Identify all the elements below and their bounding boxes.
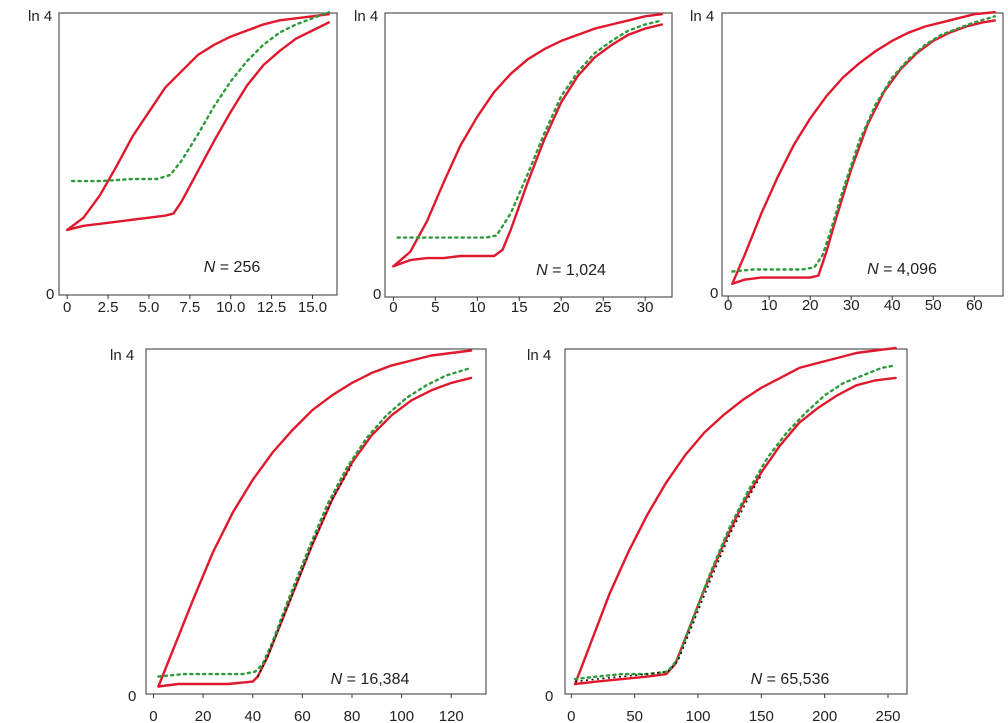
- x-tick-label: 20: [553, 299, 570, 316]
- x-tick-label: 150: [749, 708, 774, 723]
- x-tick-label: 0: [149, 708, 157, 723]
- x-tick-label: 15: [511, 299, 528, 316]
- x-tick-label: 250: [875, 708, 900, 723]
- chart-panel-3: ln 4 00 10 20 30 40 50 60 N = 4,096: [690, 8, 1004, 314]
- chart-panel-1: ln 4 00 2.5 5.0 7.5 10.0 12.5 15.0 N = 256: [28, 8, 338, 316]
- x-tick-label: 10.0: [216, 299, 245, 316]
- x-tick-label: 60: [966, 297, 983, 314]
- chart-panel-5: ln 4 00 50 100 150 200 250 N = 65,536: [527, 346, 908, 723]
- x-tick-label: 20: [195, 708, 212, 723]
- x-tick-label: 0: [63, 299, 71, 316]
- chart-panel-4: ln 4 00 20 40 60 80 100 120 N = 16,384: [110, 347, 487, 723]
- series-line-3: [70, 11, 330, 183]
- x-tick-label: 30: [843, 297, 860, 314]
- series-line-2: [392, 23, 664, 268]
- x-tick-label: 80: [344, 708, 361, 723]
- series-line-1: [731, 11, 996, 285]
- y-axis-top-label: ln 4: [690, 8, 714, 25]
- x-tick-label: 120: [439, 708, 464, 723]
- x-tick-label: 100: [389, 708, 414, 723]
- sample-size-label: N = 1,024: [536, 262, 606, 279]
- y-axis-top-label: ln 4: [110, 347, 134, 364]
- series-line-3: [573, 364, 897, 681]
- x-tick-label: 10: [469, 299, 486, 316]
- series-line-2: [731, 19, 996, 285]
- x-tick-label: 0: [567, 708, 575, 723]
- sample-size-label: N = 16,384: [331, 671, 410, 688]
- x-tick-label: 2.5: [98, 299, 119, 316]
- series-line-3: [157, 366, 473, 678]
- y-axis-top-label: ln 4: [354, 8, 378, 25]
- series-line-4: [575, 474, 762, 683]
- y-axis-bottom-label: 0: [128, 688, 136, 705]
- plot-frame: [384, 12, 673, 298]
- y-axis-top-label: ln 4: [527, 347, 551, 364]
- plot-frame: [145, 348, 487, 695]
- y-axis-bottom-label: 0: [710, 285, 718, 302]
- y-axis-bottom-label: 0: [545, 688, 553, 705]
- x-tick-label: 15.0: [298, 299, 327, 316]
- chart-panel-2: ln 4 00 5 10 15 20 25 30 N = 1,024: [354, 8, 673, 316]
- x-tick-label: 100: [685, 708, 710, 723]
- x-tick-label: 40: [244, 708, 261, 723]
- x-tick-label: 10: [761, 297, 778, 314]
- series-line-1: [573, 346, 897, 686]
- x-tick-label: 7.5: [179, 299, 200, 316]
- series-line-3: [731, 15, 996, 273]
- x-tick-label: 12.5: [257, 299, 286, 316]
- series-line-1: [66, 13, 330, 232]
- sample-size-label: N = 4,096: [867, 261, 937, 278]
- sample-size-label: N = 256: [204, 259, 261, 276]
- x-tick-label: 50: [626, 708, 643, 723]
- y-axis-bottom-label: 0: [46, 286, 54, 303]
- x-tick-label: 5: [431, 299, 439, 316]
- plot-frame: [564, 348, 908, 695]
- series-line-1: [392, 13, 664, 268]
- series-line-4: [256, 464, 353, 677]
- x-tick-label: 200: [812, 708, 837, 723]
- plot-frame: [58, 12, 338, 296]
- x-tick-label: 30: [637, 299, 654, 316]
- x-tick-label: 5.0: [139, 299, 160, 316]
- y-axis-top-label: ln 4: [28, 8, 52, 25]
- plot-frame: [721, 12, 1004, 297]
- series-line-1: [157, 349, 473, 688]
- x-tick-label: 25: [595, 299, 612, 316]
- y-axis-bottom-label: 0: [373, 286, 381, 303]
- series-line-3: [396, 19, 664, 239]
- x-tick-label: 0: [724, 297, 732, 314]
- sample-size-label: N = 65,536: [751, 671, 830, 688]
- x-tick-label: 20: [802, 297, 819, 314]
- series-line-2: [66, 21, 330, 232]
- x-tick-label: 60: [294, 708, 311, 723]
- x-tick-label: 0: [389, 299, 397, 316]
- x-tick-label: 40: [884, 297, 901, 314]
- x-tick-label: 50: [925, 297, 942, 314]
- series-line-2: [573, 376, 897, 686]
